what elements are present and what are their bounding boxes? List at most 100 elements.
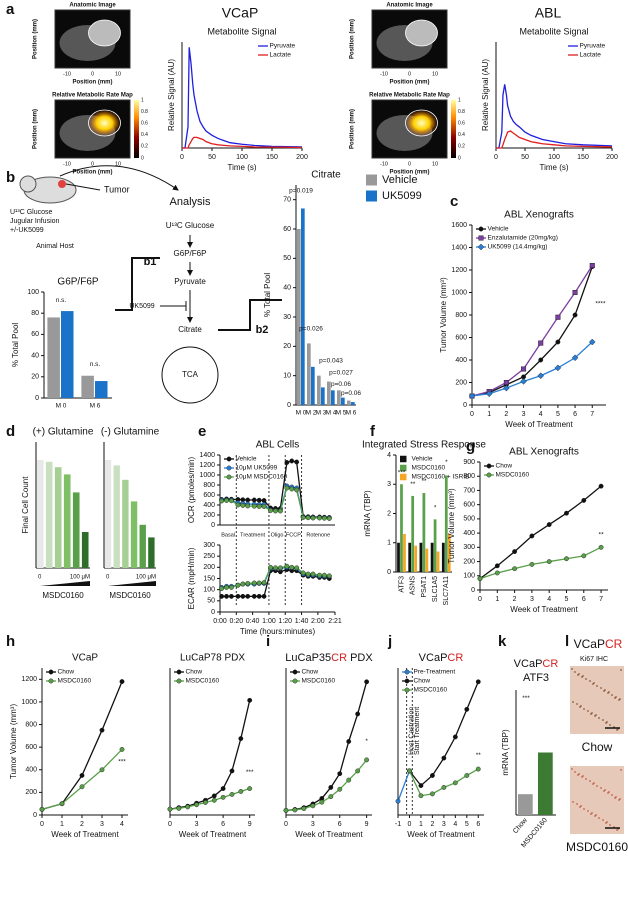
colorbar-tick: 0.2 [458,144,465,150]
x-tick-label: 0 [168,821,172,828]
x-tick-label: 0 [408,821,412,828]
diagram-label: b2 [256,324,269,336]
x-tick-label: 1:20 [278,618,292,625]
annotation: *** [246,769,254,776]
point [203,800,208,805]
point [300,570,306,576]
legend-marker [478,235,484,241]
point [326,573,332,579]
ihc-speck [583,708,585,710]
legend-marker [292,678,298,684]
annotation: ** [410,481,416,488]
y-axis-label: ECAR (mpH/min) [187,547,196,609]
ihc-speck [598,717,600,719]
point [346,777,352,783]
x-tick-label: 4 [539,411,543,418]
legend-marker [404,669,410,675]
y-tick-label: 400 [203,502,215,509]
ihc-speck [618,799,620,801]
diagram-step: TCA [182,370,199,379]
x-tick-label: 2 [430,821,434,828]
ihc-speck [605,822,607,824]
image-tick: 10 [115,71,121,77]
point [494,570,500,576]
point [305,515,311,521]
series-line [471,265,593,397]
annotation: p=0.06 [341,390,361,397]
point [598,483,604,489]
point [256,497,262,503]
ihc-speck [577,774,579,776]
x-tick-label: 2 [80,821,84,828]
panel-header: VCaP [222,5,259,21]
point [251,593,257,599]
point [235,593,241,599]
x-tick-label: M 5 [336,410,347,417]
ihc-speck [600,687,602,689]
y-tick-label: 0 [471,587,475,594]
x-tick-label: 150 [577,154,589,161]
y-tick-label: 0 [287,402,291,409]
chart-title: ABL Cells [256,440,300,451]
x-tick-label: M 4 [326,410,337,417]
y-tick-label: 70 [283,197,291,204]
point [364,757,370,763]
x-axis-label: Week of Treatment [295,830,363,839]
series-line [471,266,593,397]
tumor [405,19,438,47]
legend-label: Vehicle [236,456,257,463]
annotation: ** [599,531,605,538]
x-tick-label: 9 [248,821,252,828]
x-tick-label: M 6 [90,403,101,410]
x-tick-label: 3 [442,821,446,828]
bar [327,381,331,405]
x-tick-label: 2 [504,411,508,418]
point [317,515,322,521]
bar [148,537,155,568]
x-tick-label: ATF3 [398,576,405,593]
legend-label: Lactate [270,52,292,59]
y-tick-label: 80 [31,310,39,317]
y-tick-label: 60 [283,226,291,233]
series-line [479,546,602,580]
ihc-speck [574,671,576,673]
x-tick-label: 7 [590,411,594,418]
point [167,806,173,812]
x-tick-label: 4 [120,821,124,828]
ihc-speck [594,715,596,717]
ihc-speck [609,724,611,726]
diagram-text: Jugular Infusion [10,218,60,225]
chart-title: Integrated Stress Response [362,440,486,451]
y-tick-label: 1000 [199,472,215,479]
bar [81,532,89,568]
y-tick-label: 900 [463,459,475,466]
point [79,773,85,778]
x-tick-label: 150 [266,154,278,161]
point [319,799,325,805]
point [429,773,435,778]
point [581,497,587,503]
legend-label: UK5099 (14.4mg/kg) [488,244,548,251]
bar [311,366,315,405]
legend-label: Chow [414,678,431,685]
series-line [479,485,602,580]
colorbar-tick: 0.4 [458,132,465,138]
ihc-speck [620,669,622,671]
annotation: p=0.027 [329,369,353,376]
point [328,785,334,790]
panel-header: ABL [535,5,562,21]
point [503,384,510,392]
ihc-speck [616,729,618,731]
x-tick-label: 7 [599,596,603,603]
x-tick-label: ASNS [410,576,417,595]
image-tick: 10 [432,161,438,167]
point [464,706,470,712]
x-axis-label: Week of Treatment [510,605,578,614]
point [337,771,343,777]
bar [447,533,451,572]
tumor [88,19,121,47]
point [520,378,527,385]
bar [321,387,325,405]
legend-label: Pyruvate [580,43,606,50]
